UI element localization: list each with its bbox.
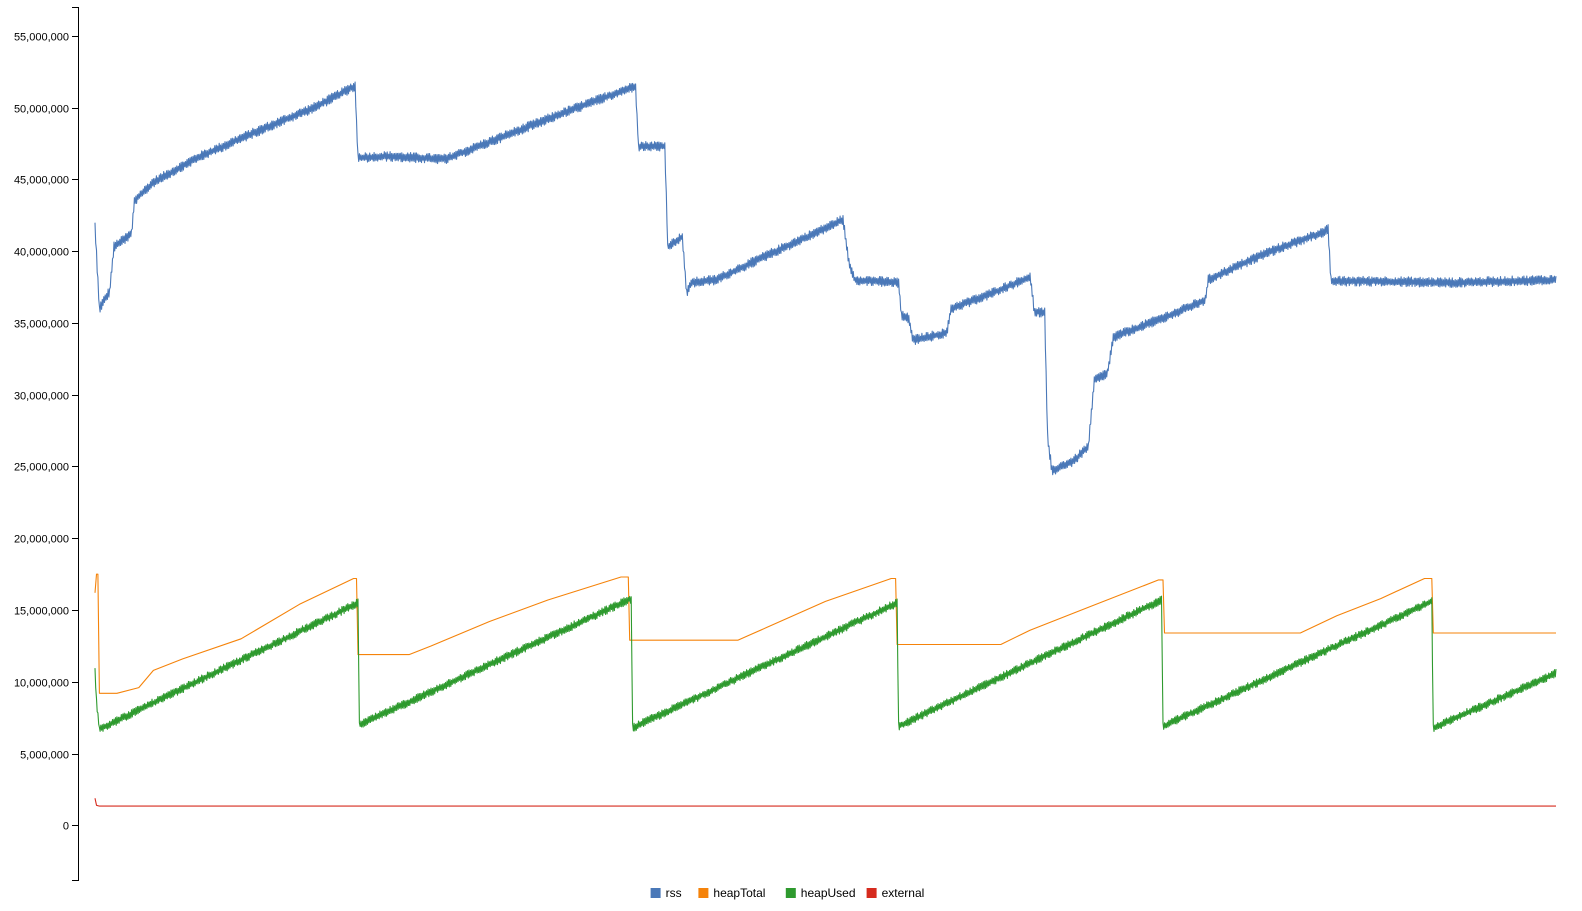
y-axis: 0 5,000,000 10,000,000 15,000,000 20,000,000… <box>14 7 79 881</box>
legend-item-rss: rss <box>650 886 682 900</box>
y-tick-label: 45,000,000 <box>14 175 69 187</box>
legend-item-heapTotal: heapTotal <box>698 886 765 900</box>
legend-item-external: external <box>866 886 925 900</box>
series-line-rss <box>94 81 1557 476</box>
y-tick-label: 50,000,000 <box>14 104 69 116</box>
legend: rss heapTotal heapUsed external <box>650 886 925 900</box>
legend-swatch <box>866 888 877 898</box>
y-tick-label: 5,000,000 <box>20 750 69 762</box>
series-layer <box>94 81 1557 807</box>
y-tick-label: 15,000,000 <box>14 606 69 618</box>
legend-label: heapTotal <box>713 886 765 900</box>
legend-swatch <box>698 888 709 898</box>
series-line-external <box>94 798 1556 807</box>
legend-item-heapUsed: heapUsed <box>785 886 856 900</box>
y-tick-label: 35,000,000 <box>14 319 69 331</box>
series-line-heapTotal <box>94 573 1556 694</box>
legend-label: external <box>882 886 925 900</box>
legend-label: heapUsed <box>801 886 856 900</box>
y-axis-line <box>72 7 79 881</box>
y-tick-label: 55,000,000 <box>14 32 69 44</box>
y-tick-label: 25,000,000 <box>14 462 69 474</box>
legend-swatch <box>650 888 661 898</box>
series-line-heapUsed <box>94 595 1557 733</box>
y-tick-label: 40,000,000 <box>14 247 69 259</box>
y-tick-label: 30,000,000 <box>14 391 69 403</box>
y-tick-label: 10,000,000 <box>14 678 69 690</box>
legend-label: rss <box>666 886 682 900</box>
legend-swatch <box>785 888 796 898</box>
y-tick-label: 20,000,000 <box>14 534 69 546</box>
y-tick-label: 0 <box>63 821 69 833</box>
